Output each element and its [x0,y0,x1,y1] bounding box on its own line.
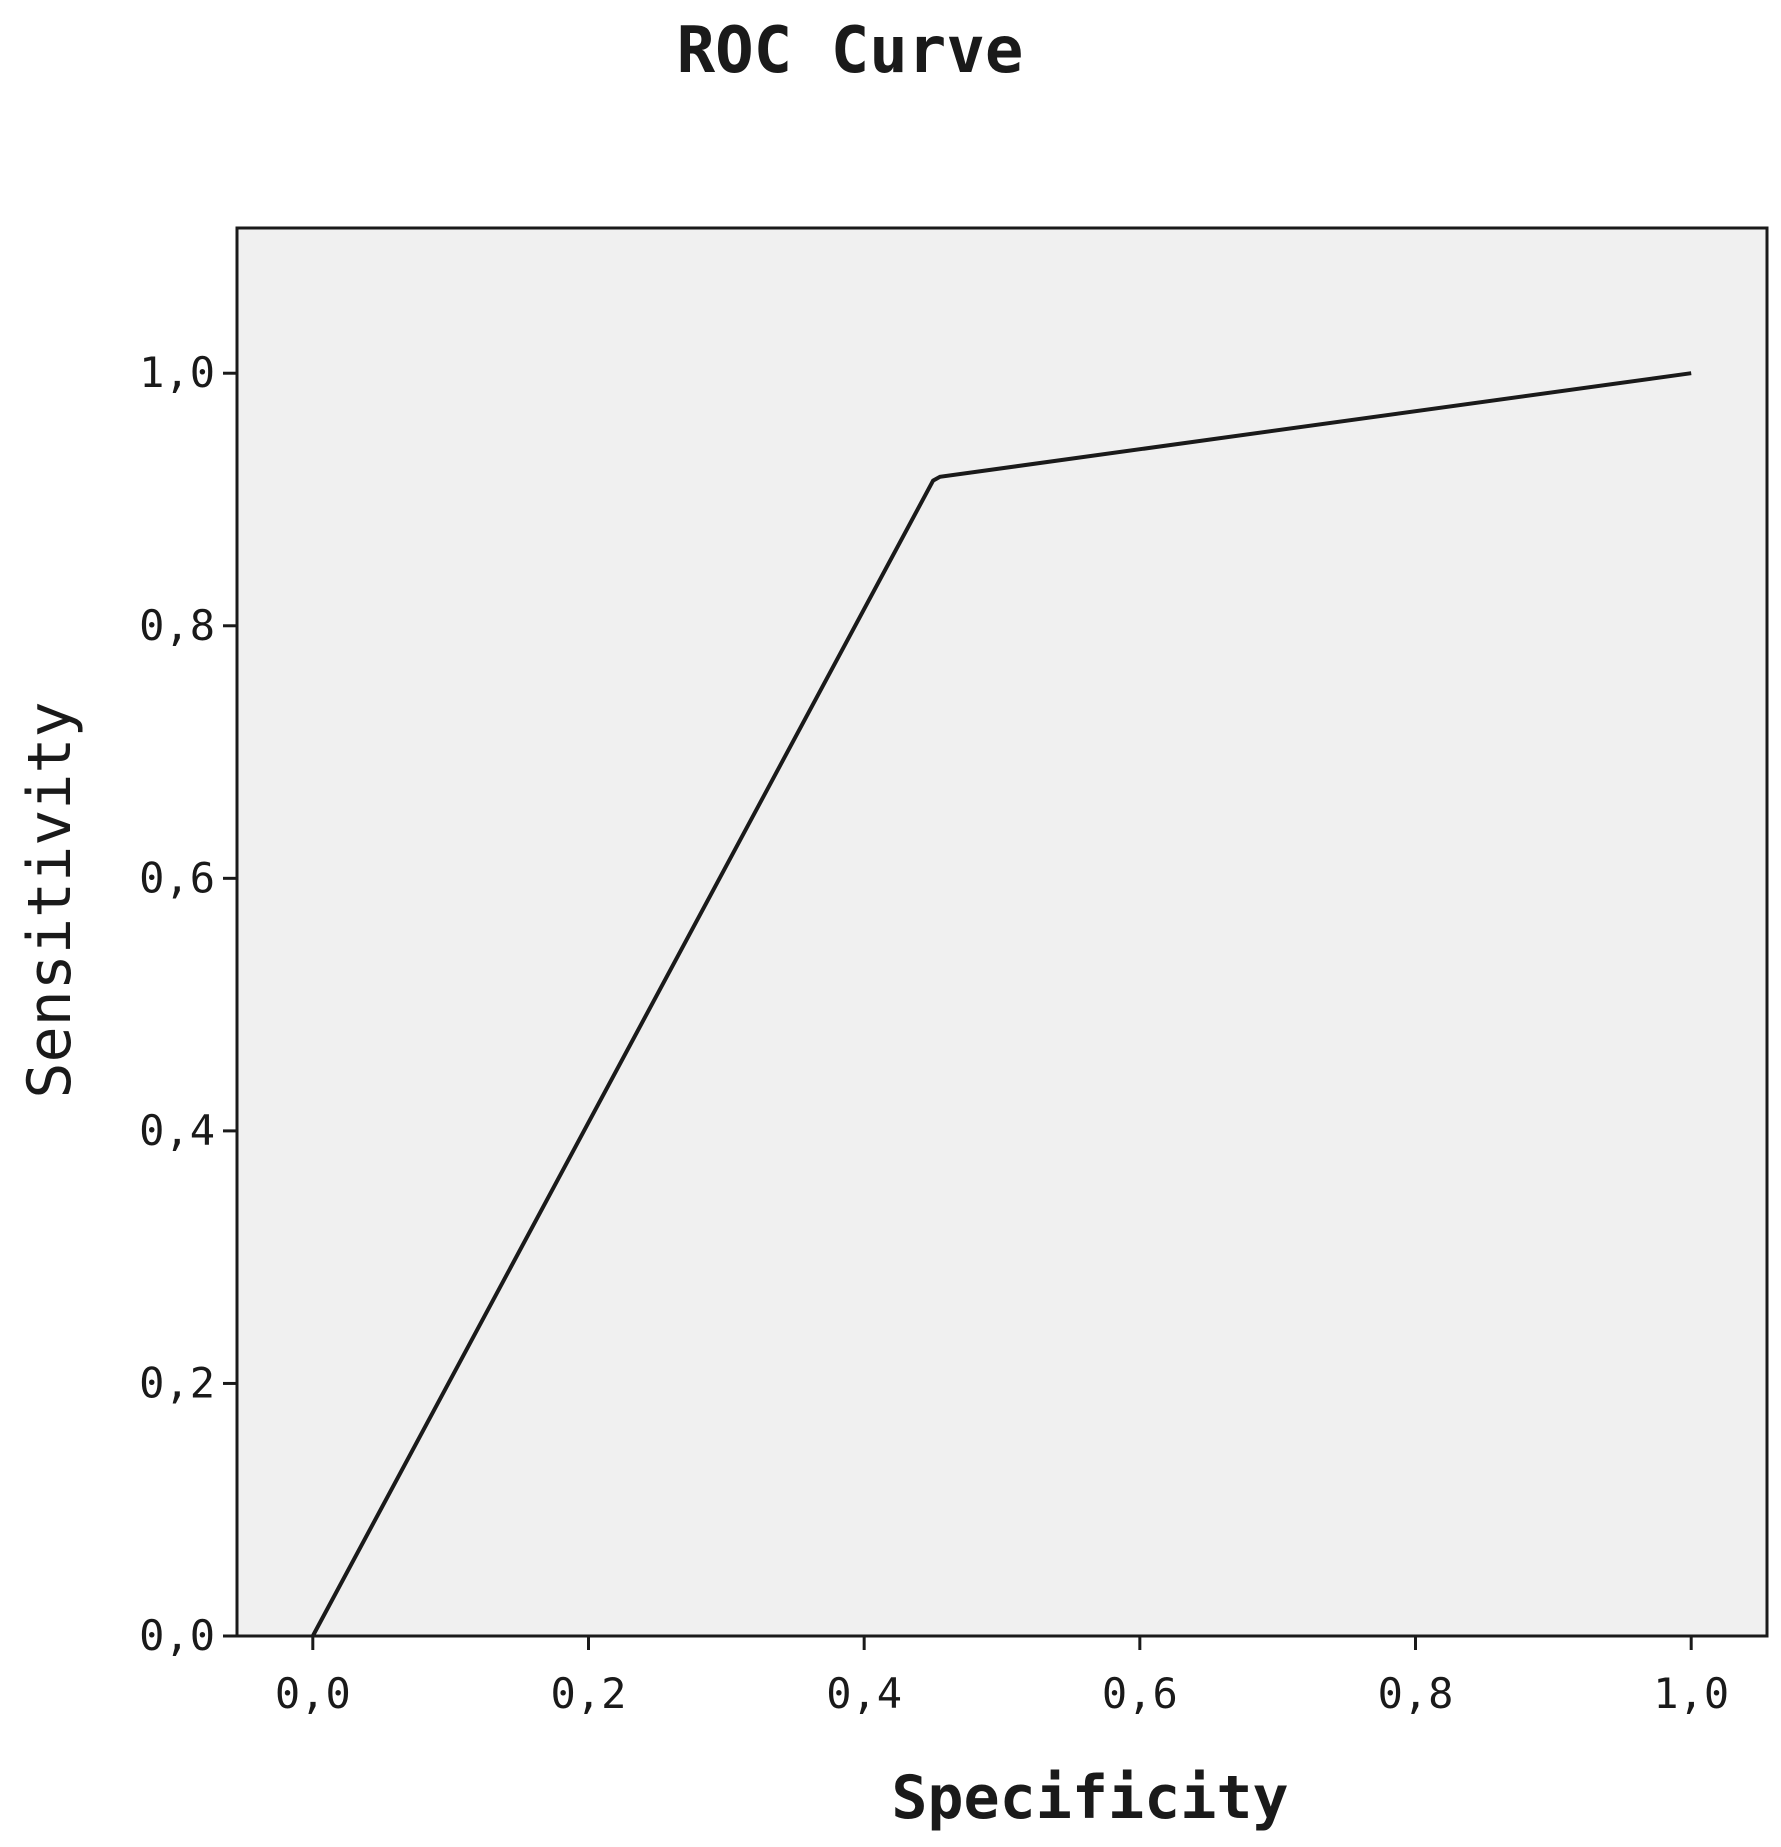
y-tick-label: 0,8 [139,601,215,650]
y-tick-label: 1,0 [139,348,215,397]
y-axis: 0,0 0,2 0,4 0,6 0,8 1,0 [139,348,237,1660]
x-tick-label: 1,0 [1653,1669,1729,1718]
y-axis-title: Sensitivity [15,701,85,1098]
y-tick-label: 0,4 [139,1106,215,1155]
x-tick-label: 0,0 [275,1669,351,1718]
x-tick-label: 0,6 [1102,1669,1178,1718]
x-axis-title: Specificity [891,1763,1288,1833]
y-tick-label: 0,6 [139,853,215,902]
plot-area [235,226,1769,1638]
roc-curve-line [311,371,1692,1637]
y-tick-label: 0,0 [139,1611,215,1660]
chart-title: ROC Curve [677,14,1024,88]
x-axis: 0,0 0,2 0,4 0,6 0,8 1,0 [275,1636,1729,1718]
x-tick-label: 0,8 [1378,1669,1454,1718]
x-tick-label: 0,2 [551,1669,627,1718]
y-tick-label: 0,2 [139,1358,215,1407]
x-tick-label: 0,4 [826,1669,902,1718]
